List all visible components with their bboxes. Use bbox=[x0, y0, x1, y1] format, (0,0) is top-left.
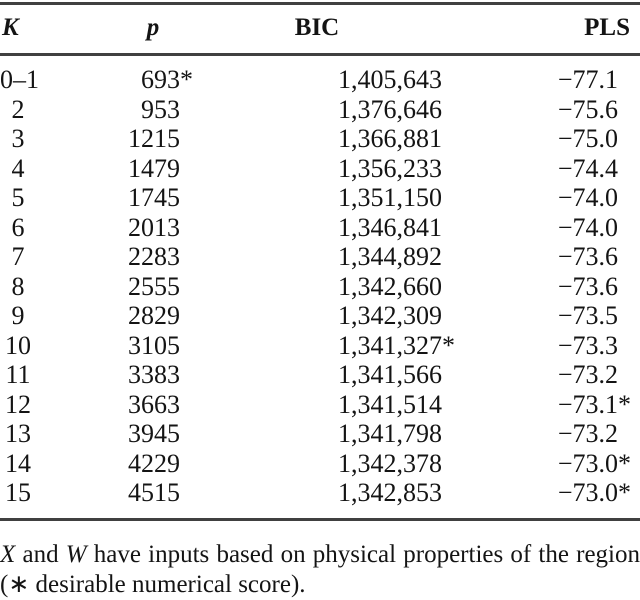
cell-p: 4515 bbox=[128, 478, 180, 507]
col-header-pls: PLS bbox=[584, 14, 630, 41]
col-header-bic: BIC bbox=[294, 14, 340, 41]
cell-p: 1479 bbox=[128, 153, 180, 183]
cell-bic: 1,351,150 bbox=[338, 183, 442, 212]
footnote-text-and: and bbox=[22, 541, 59, 568]
cell-p: 2555 bbox=[128, 271, 180, 301]
table-row: 4 1479 1,356,233 −74.4 bbox=[0, 154, 640, 184]
cell-pls: −73.6 bbox=[557, 271, 618, 301]
cell-p: 3663 bbox=[128, 389, 180, 419]
col-header-p: p bbox=[146, 14, 160, 41]
table-bottom-rule bbox=[0, 518, 640, 521]
table-row: 14 4229 1,342,378 −73.0* bbox=[0, 449, 640, 479]
cell-p: 3945 bbox=[128, 419, 180, 448]
table-row: 0–1 693* 1,405,643 −77.1 bbox=[0, 65, 640, 95]
cell-k: 7 bbox=[11, 242, 25, 271]
table-row: 12 3663 1,341,514 −73.1* bbox=[0, 390, 640, 420]
table-row: 8 2555 1,342,660 −73.6 bbox=[0, 272, 640, 302]
cell-p: 4229 bbox=[128, 448, 180, 478]
cell-p: 3383 bbox=[128, 360, 180, 389]
cell-p: 3105 bbox=[128, 330, 180, 360]
cell-bic: 1,344,892 bbox=[338, 242, 442, 271]
table-row: 2 953 1,376,646 −75.6 bbox=[0, 95, 640, 125]
table-body: 0–1 693* 1,405,643 −77.1 2 953 1,376,646… bbox=[0, 65, 640, 508]
cell-p: 1215 bbox=[128, 124, 180, 153]
cell-bic: 1,376,646 bbox=[338, 94, 442, 124]
table-header-rule bbox=[0, 53, 640, 56]
cell-pls: −73.0* bbox=[557, 478, 631, 507]
cell-bic: 1,341,566 bbox=[338, 360, 442, 389]
footnote-var-w: W bbox=[65, 541, 87, 568]
cell-bic: 1,346,841 bbox=[338, 212, 442, 242]
footnote-text-rest: have inputs based on physical properties… bbox=[93, 541, 640, 568]
cell-k: 11 bbox=[5, 360, 31, 389]
cell-bic: 1,342,309 bbox=[338, 301, 442, 330]
table-row: 10 3105 1,341,327* −73.3 bbox=[0, 331, 640, 361]
cell-k: 4 bbox=[11, 153, 25, 183]
cell-pls: −73.0* bbox=[557, 448, 631, 478]
cell-bic: 1,342,378 bbox=[338, 448, 442, 478]
cell-p: 2829 bbox=[128, 301, 180, 330]
cell-pls: −73.2 bbox=[557, 419, 618, 448]
table-header-row: K p BIC PLS bbox=[0, 13, 640, 43]
footnote-var-x: X bbox=[0, 541, 16, 568]
table-row: 6 2013 1,346,841 −74.0 bbox=[0, 213, 640, 243]
cell-k: 10 bbox=[5, 330, 31, 360]
cell-k: 2 bbox=[11, 94, 25, 124]
cell-k: 8 bbox=[11, 271, 25, 301]
cell-bic: 1,342,660 bbox=[338, 271, 442, 301]
cell-bic: 1,341,798 bbox=[338, 419, 442, 448]
cell-k: 15 bbox=[5, 478, 31, 507]
cell-p: 1745 bbox=[128, 183, 180, 212]
cell-k: 12 bbox=[5, 389, 31, 419]
cell-pls: −74.4 bbox=[557, 153, 618, 183]
cell-p: 2013 bbox=[128, 212, 180, 242]
cell-k: 5 bbox=[11, 183, 25, 212]
cell-k: 13 bbox=[5, 419, 31, 448]
cell-pls: −73.1* bbox=[557, 389, 631, 419]
cell-k: 0–1 bbox=[0, 65, 39, 94]
cell-pls: −77.1 bbox=[557, 65, 618, 94]
table-footnote: X and W have inputs based on physical pr… bbox=[0, 540, 640, 600]
cell-pls: −75.6 bbox=[557, 94, 618, 124]
cell-pls: −75.0 bbox=[557, 124, 618, 153]
cell-bic: 1,341,327* bbox=[338, 330, 455, 360]
cell-bic: 1,366,881 bbox=[338, 124, 442, 153]
cell-pls: −73.6 bbox=[557, 242, 618, 271]
footnote-line-1: X and W have inputs based on physical pr… bbox=[0, 540, 640, 570]
table-row: 15 4515 1,342,853 −73.0* bbox=[0, 478, 640, 508]
table-row: 7 2283 1,344,892 −73.6 bbox=[0, 242, 640, 272]
cell-k: 3 bbox=[11, 124, 25, 153]
cell-p: 693* bbox=[141, 65, 193, 94]
table-row: 5 1745 1,351,150 −74.0 bbox=[0, 183, 640, 213]
table-top-rule bbox=[0, 2, 640, 5]
cell-k: 9 bbox=[11, 301, 25, 330]
cell-bic: 1,405,643 bbox=[338, 65, 442, 94]
cell-pls: −73.5 bbox=[557, 301, 618, 330]
cell-p: 953 bbox=[141, 94, 180, 124]
cell-p: 2283 bbox=[128, 242, 180, 271]
table-row: 3 1215 1,366,881 −75.0 bbox=[0, 124, 640, 154]
col-header-k: K bbox=[2, 14, 19, 41]
cell-k: 6 bbox=[11, 212, 25, 242]
table-row: 11 3383 1,341,566 −73.2 bbox=[0, 360, 640, 390]
cell-bic: 1,342,853 bbox=[338, 478, 442, 507]
cell-bic: 1,356,233 bbox=[338, 153, 442, 183]
cell-k: 14 bbox=[5, 448, 31, 478]
cell-pls: −73.3 bbox=[557, 330, 618, 360]
cell-pls: −74.0 bbox=[557, 212, 618, 242]
table-row: 9 2829 1,342,309 −73.5 bbox=[0, 301, 640, 331]
cell-bic: 1,341,514 bbox=[338, 389, 442, 419]
cell-pls: −74.0 bbox=[557, 183, 618, 212]
cell-pls: −73.2 bbox=[557, 360, 618, 389]
table-row: 13 3945 1,341,798 −73.2 bbox=[0, 419, 640, 449]
footnote-line-2: (∗ desirable numerical score). bbox=[0, 571, 306, 598]
